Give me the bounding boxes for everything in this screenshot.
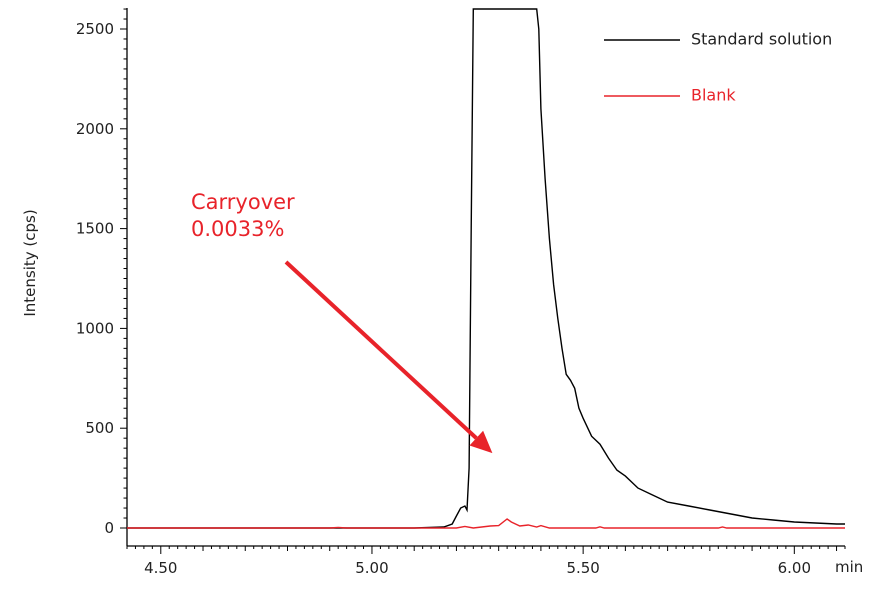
carryover-annotation-text: 0.0033% [191,217,284,241]
legend: Standard solution Blank [604,30,832,105]
series-line-blank [127,518,845,529]
y-tick-label: 1000 [76,319,114,337]
x-tick-label: 4.50 [144,559,177,577]
legend-label: Standard solution [691,30,832,49]
y-ticks: 0 500 1000 1500 2000 2500 [76,8,127,537]
carryover-arrow-line [284,260,478,440]
y-tick-label: 1500 [76,220,114,238]
x-tick-label: 5.50 [566,559,599,577]
y-tick-label: 2500 [76,20,114,38]
y-tick-label: 500 [85,419,114,437]
y-tick-label: 2000 [76,120,114,138]
x-tick-label: 6.00 [778,559,811,577]
carryover-arrow-head [469,430,493,454]
annotation-group: Carryover 0.0033% [191,190,493,454]
x-axis-label: min [835,558,863,576]
y-tick-label: 0 [104,519,114,537]
carryover-annotation-text: Carryover [191,190,295,214]
series-group [127,8,845,529]
legend-label: Blank [691,86,736,105]
x-ticks: 4.50 5.00 5.50 6.00 [126,546,846,577]
y-axis-label: Intensity (cps) [21,209,39,316]
axes [126,8,845,547]
x-tick-label: 5.00 [355,559,388,577]
series-line-standard-solution [127,8,845,529]
